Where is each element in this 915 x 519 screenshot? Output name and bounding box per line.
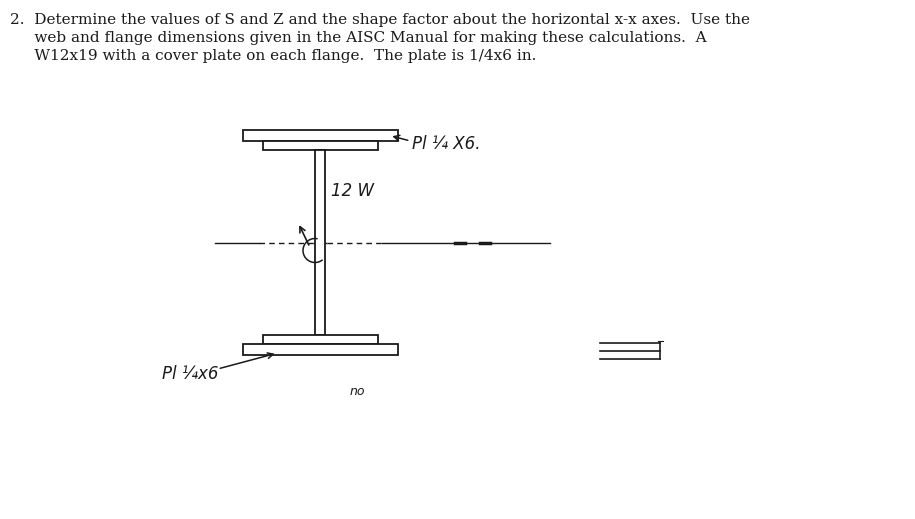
Text: Pl ¼x6: Pl ¼x6 xyxy=(163,365,219,383)
Text: 12 W: 12 W xyxy=(331,182,374,200)
Text: 2.  Determine the values of S and Z and the shape factor about the horizontal x-: 2. Determine the values of S and Z and t… xyxy=(10,13,750,27)
Bar xyxy=(242,130,397,141)
Text: web and flange dimensions given in the AISC Manual for making these calculations: web and flange dimensions given in the A… xyxy=(10,31,706,45)
Bar xyxy=(263,141,378,150)
Bar xyxy=(315,150,325,335)
Text: Pl ¼ X6.: Pl ¼ X6. xyxy=(413,135,481,153)
Text: W12x19 with a cover plate on each flange.  The plate is 1/4x6 in.: W12x19 with a cover plate on each flange… xyxy=(10,49,536,63)
Bar xyxy=(242,344,397,355)
Text: no: no xyxy=(350,385,365,398)
Bar xyxy=(263,335,378,344)
